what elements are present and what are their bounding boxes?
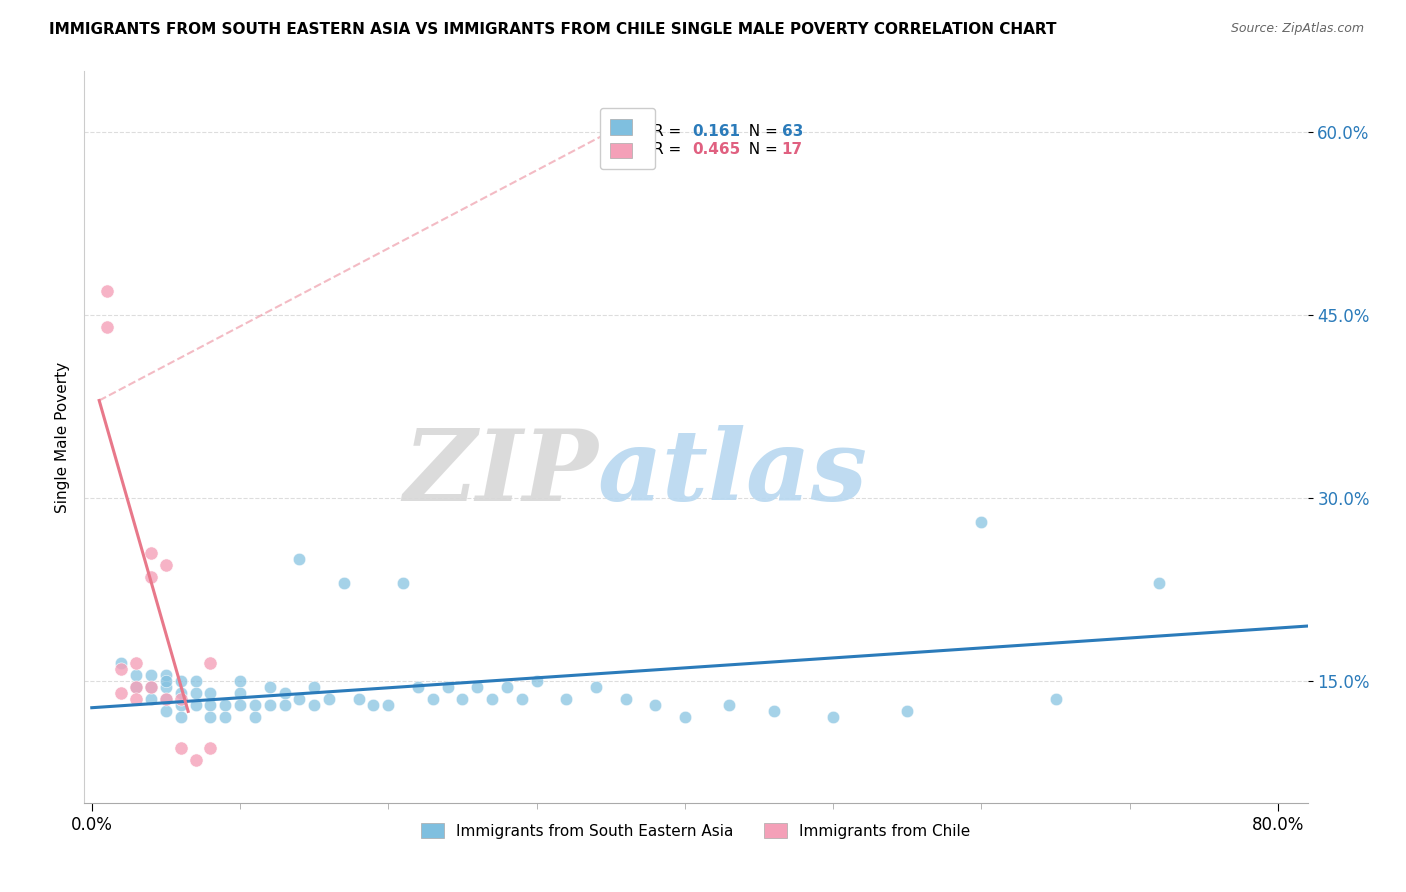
- Point: [214, 698, 236, 713]
- Point: [155, 692, 177, 706]
- Y-axis label: Single Male Poverty: Single Male Poverty: [55, 361, 70, 513]
- Point: [318, 692, 340, 706]
- Point: [125, 656, 148, 670]
- Point: [526, 673, 548, 688]
- Text: R =: R =: [654, 142, 686, 157]
- Point: [125, 680, 148, 694]
- Point: [436, 680, 458, 694]
- Point: [718, 698, 741, 713]
- Point: [229, 673, 252, 688]
- Point: [155, 705, 177, 719]
- Point: [184, 673, 207, 688]
- Point: [200, 686, 222, 700]
- Point: [155, 680, 177, 694]
- Point: [200, 740, 222, 755]
- Text: N =: N =: [738, 142, 782, 157]
- Point: [896, 705, 918, 719]
- Point: [585, 680, 607, 694]
- Point: [451, 692, 474, 706]
- Point: [170, 692, 193, 706]
- Point: [200, 656, 222, 670]
- Point: [184, 753, 207, 767]
- Point: [273, 686, 295, 700]
- Point: [125, 692, 148, 706]
- Point: [762, 705, 785, 719]
- Point: [139, 680, 162, 694]
- Point: [288, 692, 311, 706]
- Point: [406, 680, 429, 694]
- Point: [259, 680, 281, 694]
- Text: N =: N =: [738, 124, 782, 139]
- Point: [823, 710, 845, 724]
- Legend: Immigrants from South Eastern Asia, Immigrants from Chile: Immigrants from South Eastern Asia, Immi…: [413, 815, 979, 847]
- Text: 0.161: 0.161: [692, 124, 741, 139]
- Point: [673, 710, 696, 724]
- Point: [125, 667, 148, 681]
- Point: [1045, 692, 1067, 706]
- Point: [614, 692, 637, 706]
- Point: [155, 667, 177, 681]
- Point: [392, 576, 415, 591]
- Point: [214, 710, 236, 724]
- Point: [229, 686, 252, 700]
- Text: IMMIGRANTS FROM SOUTH EASTERN ASIA VS IMMIGRANTS FROM CHILE SINGLE MALE POVERTY : IMMIGRANTS FROM SOUTH EASTERN ASIA VS IM…: [49, 22, 1057, 37]
- Point: [110, 686, 132, 700]
- Point: [139, 570, 162, 584]
- Point: [139, 680, 162, 694]
- Point: [363, 698, 385, 713]
- Point: [555, 692, 578, 706]
- Text: R =: R =: [654, 124, 686, 139]
- Point: [229, 698, 252, 713]
- Point: [243, 698, 266, 713]
- Point: [259, 698, 281, 713]
- Point: [170, 710, 193, 724]
- Text: 63: 63: [782, 124, 803, 139]
- Point: [125, 680, 148, 694]
- Text: atlas: atlas: [598, 425, 868, 522]
- Point: [96, 284, 118, 298]
- Point: [155, 673, 177, 688]
- Point: [333, 576, 356, 591]
- Point: [273, 698, 295, 713]
- Point: [243, 710, 266, 724]
- Text: Source: ZipAtlas.com: Source: ZipAtlas.com: [1230, 22, 1364, 36]
- Point: [110, 662, 132, 676]
- Text: 0.465: 0.465: [692, 142, 741, 157]
- Point: [200, 710, 222, 724]
- Point: [200, 698, 222, 713]
- Point: [302, 680, 325, 694]
- Point: [184, 698, 207, 713]
- Point: [302, 698, 325, 713]
- Point: [170, 698, 193, 713]
- Point: [1149, 576, 1171, 591]
- Point: [170, 740, 193, 755]
- Point: [465, 680, 488, 694]
- Point: [496, 680, 519, 694]
- Point: [155, 558, 177, 573]
- Point: [481, 692, 503, 706]
- Point: [139, 692, 162, 706]
- Text: ZIP: ZIP: [404, 425, 598, 522]
- Point: [155, 692, 177, 706]
- Point: [170, 673, 193, 688]
- Point: [184, 686, 207, 700]
- Point: [347, 692, 370, 706]
- Point: [139, 546, 162, 560]
- Point: [170, 686, 193, 700]
- Point: [110, 656, 132, 670]
- Point: [288, 552, 311, 566]
- Point: [96, 320, 118, 334]
- Point: [644, 698, 666, 713]
- Point: [510, 692, 533, 706]
- Point: [970, 516, 993, 530]
- Text: 17: 17: [782, 142, 803, 157]
- Point: [422, 692, 444, 706]
- Point: [139, 667, 162, 681]
- Point: [377, 698, 399, 713]
